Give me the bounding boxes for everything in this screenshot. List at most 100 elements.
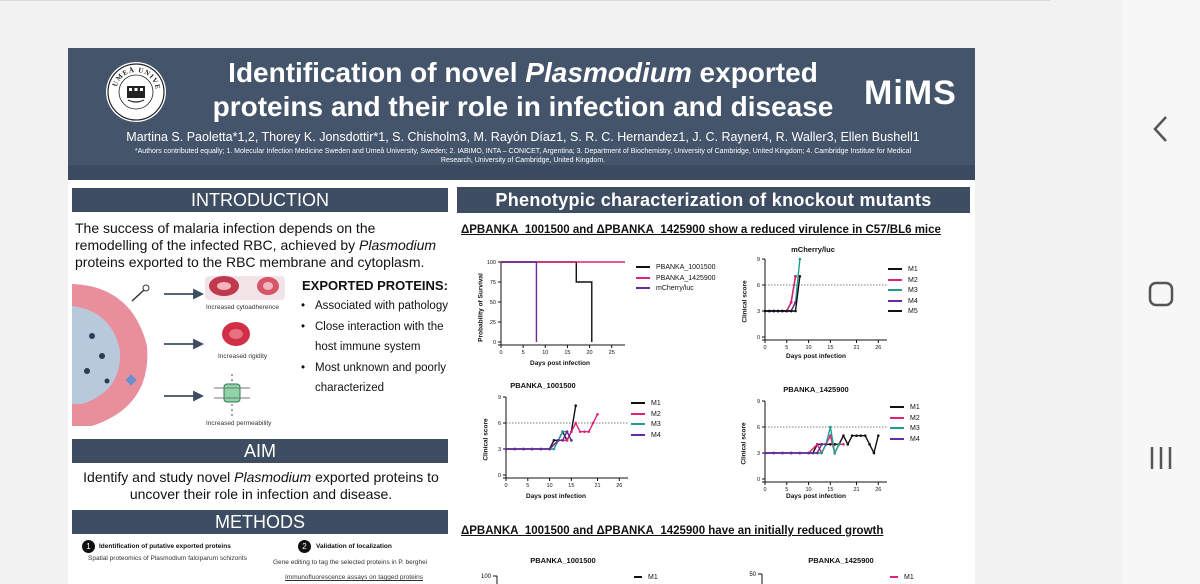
data-point <box>587 430 591 433</box>
data-point <box>824 443 828 446</box>
legend-entry: M4 <box>888 298 918 309</box>
data-point <box>842 434 845 437</box>
pb1425900-x-label: Days post infection <box>786 493 846 500</box>
virulence-subtitle: ΔPBANKA_1001500 and ΔPBANKA_1425900 show… <box>461 224 941 236</box>
legend-entry: M1 <box>631 400 661 411</box>
back-button[interactable] <box>1122 114 1200 149</box>
phenotype-heading: Phenotypic characterization of knockout … <box>457 187 970 213</box>
legend-entry: M1 <box>890 404 920 415</box>
data-point <box>574 404 578 407</box>
y-tick-label: 9 <box>757 257 760 263</box>
x-tick-label: 10 <box>547 483 553 489</box>
legend-entry: M2 <box>890 415 920 426</box>
x-tick-label: 26 <box>616 483 622 489</box>
home-square-icon <box>1148 281 1174 307</box>
data-point <box>530 447 534 451</box>
data-point <box>552 439 556 442</box>
data-point <box>794 275 797 278</box>
step-2-title: Validation of localization <box>316 543 392 550</box>
pb1001500-clinical-chart: 0 3 6 9 0 5 10 15 21 26 <box>498 395 628 489</box>
legend-entry: M3 <box>888 287 918 298</box>
y-tick-label: 75 <box>490 280 496 286</box>
x-tick-label: 15 <box>568 483 574 489</box>
legend-entry: PBANKA_1425900 <box>636 275 716 286</box>
mcherry-x-label: Days post infection <box>786 353 846 360</box>
label-cytoadherence: Increased cytoadherence <box>206 304 279 311</box>
data-point <box>768 309 771 313</box>
step-2-subtitle-2: Immunofluorescence assays on tagged prot… <box>285 574 424 581</box>
data-point <box>820 443 823 446</box>
y-tick-label: 25 <box>490 320 496 326</box>
legend-entry: M1 <box>890 574 914 584</box>
poster: UMEÅ UNIVERSITET Identification of novel… <box>68 48 975 584</box>
pb1425900-chart-title: PBANKA_1425900 <box>783 385 849 394</box>
data-point <box>829 443 832 446</box>
methods-heading: METHODS <box>72 510 448 534</box>
exported-item: Close interaction with the host immune s… <box>301 317 451 358</box>
y-tick-label: 0 <box>757 477 760 483</box>
exported-proteins-list: Associated with pathology Close interact… <box>301 296 451 399</box>
legend-entry: M2 <box>631 411 661 422</box>
x-tick-label: 10 <box>542 350 548 356</box>
series-line <box>501 261 538 342</box>
series-line <box>506 430 572 450</box>
x-tick-label: 21 <box>853 487 859 493</box>
data-point <box>772 309 776 313</box>
x-tick-label: 10 <box>806 487 812 493</box>
data-point <box>859 434 863 437</box>
y-tick-label: 6 <box>757 425 760 431</box>
data-point <box>815 443 819 446</box>
data-point <box>565 439 569 442</box>
legend-entry: M2 <box>888 277 918 288</box>
introduction-heading: INTRODUCTION <box>72 188 448 212</box>
data-point <box>781 309 784 313</box>
x-tick-label: 15 <box>827 345 833 351</box>
y-tick-label: 9 <box>757 399 760 405</box>
y-tick-label: 3 <box>757 451 760 457</box>
data-point <box>868 443 871 446</box>
data-point <box>842 443 845 446</box>
pb1001500-legend: M1 M2 M3 M4 <box>631 400 661 442</box>
y-tick-label: 9 <box>498 395 501 401</box>
growth-1001500-ytick: 100 <box>481 574 492 580</box>
data-point <box>763 309 767 313</box>
step-1-title: Identification of putative exported prot… <box>99 543 231 550</box>
y-tick-label: 6 <box>498 421 501 427</box>
data-point <box>561 430 564 433</box>
x-tick-label: 21 <box>594 483 600 489</box>
x-tick-label: 0 <box>763 487 766 493</box>
data-point <box>829 425 832 429</box>
legend-entry: M3 <box>890 425 920 436</box>
y-tick-label: 0 <box>493 340 496 346</box>
document-viewer[interactable]: UMEÅ UNIVERSITET Identification of novel… <box>0 0 1122 584</box>
legend-entry: M5 <box>888 308 918 319</box>
umea-seal-icon: UMEÅ UNIVERSITET <box>103 56 165 121</box>
data-point <box>570 430 573 433</box>
legend-entry: mCherry/luc <box>636 285 716 296</box>
recents-icon <box>1150 447 1172 469</box>
poster-title: Identification of novel Plasmodium expor… <box>212 57 834 122</box>
recents-button[interactable] <box>1122 445 1200 476</box>
x-tick-label: 26 <box>875 487 881 493</box>
data-point <box>850 434 854 437</box>
affiliations: *Authors contributed equally; 1. Molecul… <box>134 148 912 164</box>
pb1425900-clinical-chart: 0 3 6 9 0 5 10 15 21 26 <box>757 399 887 493</box>
data-point <box>863 434 867 437</box>
data-point <box>789 309 793 313</box>
series-line <box>506 405 577 450</box>
data-point <box>548 447 551 451</box>
survival-x-label: Days post infection <box>530 360 590 367</box>
legend-entry: PBANKA_1001500 <box>636 264 716 275</box>
data-point <box>855 434 858 437</box>
x-tick-label: 0 <box>499 350 502 356</box>
x-tick-label: 5 <box>785 487 788 493</box>
data-point <box>846 443 850 446</box>
survival-legend: PBANKA_1001500 PBANKA_1425900 mCherry/lu… <box>636 264 716 296</box>
x-tick-label: 15 <box>827 487 833 493</box>
step-2-subtitle-1: Gene editing to tag the selected protein… <box>273 559 428 566</box>
home-button[interactable] <box>1122 280 1200 313</box>
viewer-top-edge <box>0 0 1050 1</box>
x-tick-label: 5 <box>522 350 525 356</box>
data-point <box>833 451 837 455</box>
exported-item: Associated with pathology <box>301 296 451 317</box>
